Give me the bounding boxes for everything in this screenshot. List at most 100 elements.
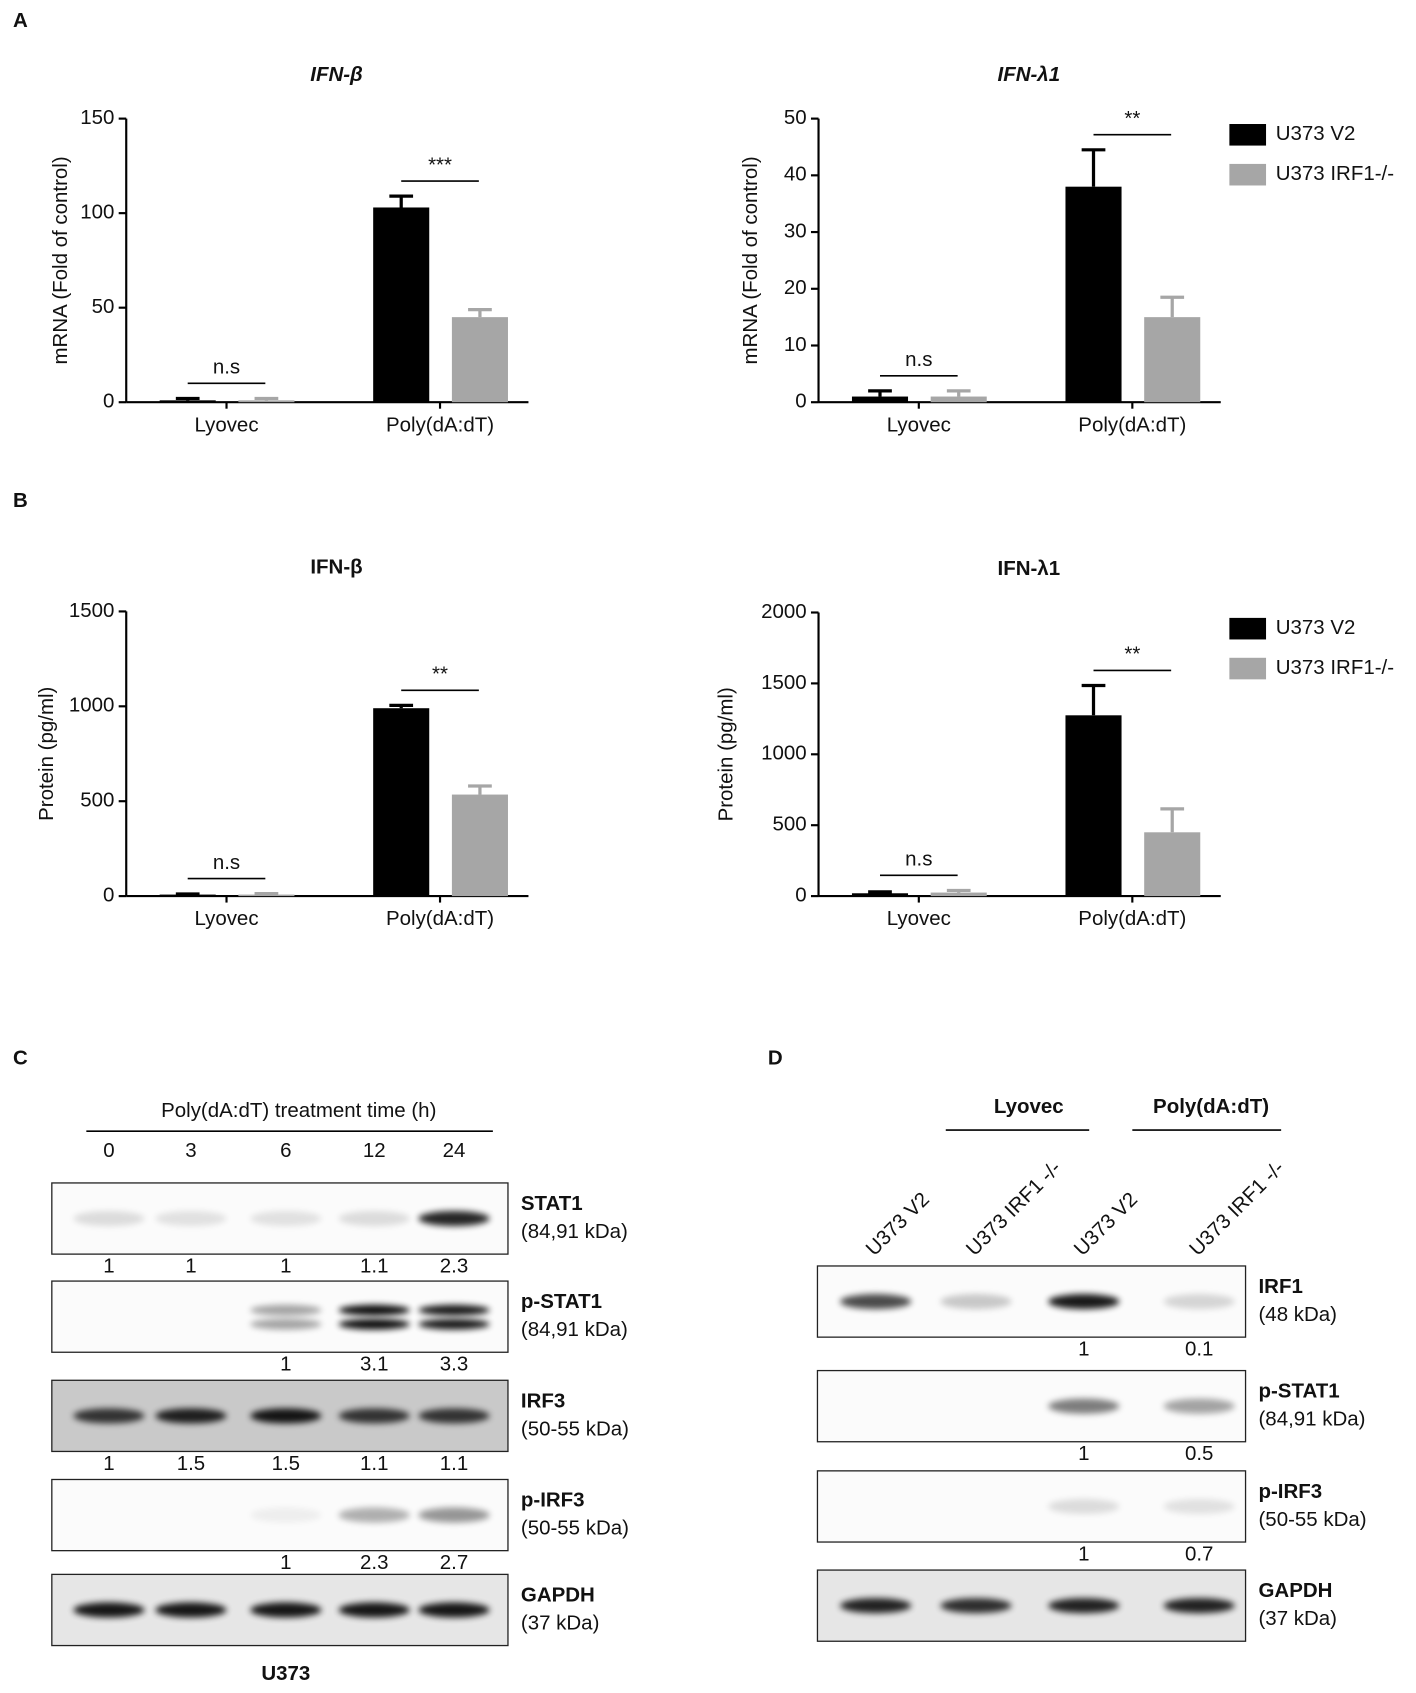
bar: [451, 794, 508, 897]
protein-name: IRF1: [1258, 1275, 1302, 1298]
protein-name: GAPDH: [521, 1583, 595, 1606]
bar: [238, 894, 295, 897]
y-tick-label: 50: [92, 295, 115, 318]
protein-size: (48 kDa): [1258, 1303, 1336, 1326]
blot-band: [155, 1408, 227, 1424]
chart-title: IFN-β: [310, 556, 362, 579]
legend-swatch: [1229, 163, 1267, 186]
y-tick-label: 1000: [761, 742, 807, 765]
bar: [1144, 832, 1201, 897]
y-tick-label: 150: [80, 106, 114, 129]
y-tick-label: 0: [795, 884, 806, 907]
blot-band: [73, 1408, 145, 1424]
significance-label: n.s: [213, 356, 240, 379]
blot-band: [1048, 1498, 1120, 1514]
blot-band: [155, 1210, 227, 1227]
legend-label: U373 V2: [1276, 122, 1356, 145]
error-bar: [254, 892, 279, 896]
protein-name: p-IRF3: [1258, 1480, 1322, 1503]
protein-name: GAPDH: [1258, 1579, 1332, 1602]
blot-band: [940, 1598, 1012, 1614]
error-bar: [468, 307, 492, 318]
protein-name: IRF3: [521, 1389, 565, 1412]
legend-label: U373 IRF1-/-: [1276, 162, 1394, 185]
bar: [159, 400, 216, 403]
protein-size: (84,91 kDa): [521, 1318, 628, 1341]
blot-band: [418, 1408, 490, 1424]
significance-label: ***: [428, 153, 452, 176]
protein-size: (50-55 kDa): [521, 1516, 629, 1539]
y-tick-label: 10: [784, 333, 807, 356]
blot-band: [250, 1304, 322, 1316]
blot-band: [338, 1210, 410, 1227]
blot-band: [73, 1602, 145, 1618]
quantification: 1: [280, 1254, 291, 1277]
quantification: 3.3: [440, 1353, 468, 1376]
y-tick-label: 20: [784, 276, 807, 299]
error-bar: [389, 194, 414, 208]
cell-line-label: U373: [261, 1662, 310, 1685]
blot-band: [418, 1318, 490, 1330]
significance-label: **: [1124, 107, 1140, 130]
blot-band: [1048, 1598, 1120, 1614]
protein-name: p-STAT1: [1258, 1380, 1339, 1403]
blot-header: Poly(dA:dT) treatment time (h): [161, 1099, 436, 1122]
quantification: 0.7: [1185, 1542, 1213, 1565]
protein-name: STAT1: [521, 1192, 583, 1215]
significance-label: **: [432, 663, 448, 686]
bar: [851, 893, 909, 897]
error-bar: [1160, 295, 1185, 318]
protein-size: (37 kDa): [1258, 1607, 1336, 1630]
bar: [373, 708, 430, 897]
protein-name: p-STAT1: [521, 1290, 602, 1313]
blot-band: [338, 1602, 410, 1618]
group-label: Poly(dA:dT): [1153, 1095, 1269, 1118]
y-tick-label: 40: [784, 163, 807, 186]
bar: [1065, 186, 1122, 403]
quantification: 0.5: [1185, 1442, 1213, 1465]
legend-swatch: [1229, 657, 1267, 680]
blot-band: [73, 1210, 145, 1227]
legend-label: U373 V2: [1276, 616, 1356, 639]
blot-band: [250, 1602, 322, 1618]
x-tick-label: Poly(dA:dT): [386, 907, 494, 930]
y-tick-label: 500: [773, 813, 807, 836]
protein-size: (50-55 kDa): [521, 1417, 629, 1440]
group-label: Lyovec: [994, 1095, 1064, 1118]
blot-band: [840, 1598, 912, 1614]
lane-label: U373 IRF1 -/-: [1185, 1156, 1289, 1260]
significance-label: n.s: [905, 348, 932, 371]
y-tick-label: 0: [103, 884, 114, 907]
blot-band: [1048, 1294, 1120, 1310]
y-axis-label: Protein (pg/ml): [714, 687, 737, 821]
error-bar: [1160, 807, 1185, 833]
error-bar: [175, 396, 200, 401]
quantification: 1.1: [360, 1452, 388, 1475]
bar: [1144, 317, 1201, 403]
legend-swatch: [1229, 124, 1267, 146]
y-tick-label: 0: [795, 390, 806, 413]
bar: [930, 892, 987, 897]
x-tick-label: Poly(dA:dT): [1078, 413, 1186, 436]
error-bar: [254, 396, 279, 401]
protein-size: (84,91 kDa): [1258, 1408, 1365, 1431]
quantification: 2.3: [360, 1551, 388, 1574]
x-tick-label: Lyovec: [194, 907, 258, 930]
blot-band: [940, 1294, 1012, 1310]
blot-band: [250, 1210, 322, 1227]
blot-band: [250, 1507, 322, 1523]
error-bar: [946, 389, 971, 397]
bar: [451, 317, 508, 403]
blot-band: [1163, 1294, 1235, 1310]
quantification: 1: [185, 1254, 196, 1277]
chart-title: IFN-λ1: [998, 557, 1061, 580]
lane-label: U373 V2: [861, 1188, 934, 1261]
y-tick-label: 100: [80, 201, 114, 224]
quantification: 2.7: [440, 1551, 468, 1574]
blot-band: [418, 1304, 490, 1316]
quantification: 1.1: [360, 1254, 388, 1277]
quantification: 1: [1078, 1337, 1089, 1360]
significance-label: n.s: [213, 851, 240, 874]
lane-label: 24: [443, 1139, 466, 1162]
